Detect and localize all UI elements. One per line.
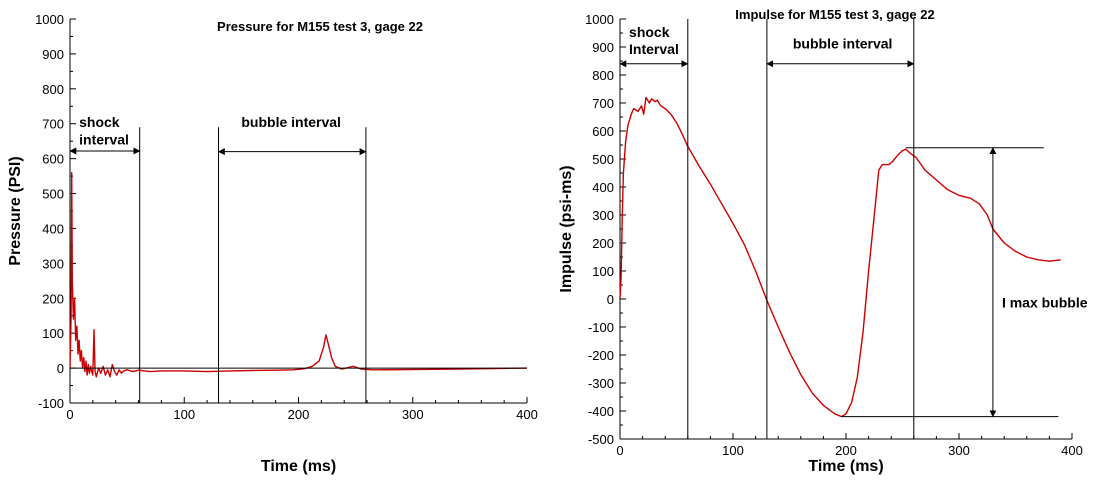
y-tick-label: -400	[588, 404, 614, 419]
y-tick-label: 100	[592, 264, 614, 279]
y-tick-label: 400	[592, 180, 614, 195]
x-tick-label: 100	[722, 443, 744, 458]
y-tick-label: 300	[592, 208, 614, 223]
chart-title: Impulse for M155 test 3, gage 22	[735, 7, 934, 22]
annotation-label: shock	[629, 24, 670, 40]
y-tick-label: 100	[42, 326, 64, 341]
y-tick-label: 900	[42, 47, 64, 62]
x-tick-label: 200	[835, 443, 857, 458]
annotation-label: shock	[79, 114, 120, 130]
y-tick-label: 700	[42, 117, 64, 132]
y-tick-label: 300	[42, 256, 64, 271]
y-tick-label: -200	[588, 348, 614, 363]
y-tick-label: 600	[42, 152, 64, 167]
chart-title: Pressure for M155 test 3, gage 22	[217, 19, 423, 34]
y-tick-label: 600	[592, 124, 614, 139]
y-axis-label: Impulse (psi-ms)	[558, 165, 575, 292]
y-tick-label: 900	[592, 40, 614, 55]
x-tick-label: 0	[616, 443, 623, 458]
x-axis-label: Time (ms)	[261, 458, 336, 475]
y-tick-label: -500	[588, 432, 614, 447]
x-tick-label: 0	[66, 407, 73, 422]
x-tick-label: 200	[288, 407, 310, 422]
y-tick-label: 0	[607, 292, 614, 307]
y-tick-label: 1000	[585, 12, 614, 27]
annotation-label: interval	[79, 132, 129, 148]
annotation-label: bubble interval	[241, 114, 341, 130]
y-tick-label: -300	[588, 376, 614, 391]
y-tick-label: 1000	[35, 12, 64, 27]
y-tick-label: 0	[57, 361, 64, 376]
y-tick-label: 700	[592, 96, 614, 111]
x-axis-label: Time (ms)	[808, 458, 883, 475]
impulse-chart: -500 -400 -300 -200 -100 0 100 200 300 400 500 600 7…	[558, 7, 1088, 475]
x-tick-label: 300	[948, 443, 970, 458]
y-tick-label: 800	[42, 82, 64, 97]
annotation-label: Interval	[629, 41, 679, 57]
data-series-0	[619, 96, 1061, 418]
x-tick-label: 100	[173, 407, 195, 422]
x-tick-label: 400	[1061, 443, 1083, 458]
y-tick-label: 400	[42, 221, 64, 236]
y-axis-label: Pressure (PSI)	[7, 156, 24, 265]
y-tick-label: 800	[592, 68, 614, 83]
annotation-label: I max bubble	[1002, 294, 1088, 310]
x-tick-label: 300	[402, 407, 424, 422]
y-tick-label: -100	[38, 396, 64, 411]
data-series-0	[69, 171, 528, 378]
annotation-label: bubble interval	[793, 35, 893, 51]
x-tick-label: 400	[516, 407, 538, 422]
y-tick-label: 200	[592, 236, 614, 251]
y-tick-label: 200	[42, 291, 64, 306]
y-tick-label: -100	[588, 320, 614, 335]
y-tick-label: 500	[42, 187, 64, 202]
y-tick-label: 500	[592, 152, 614, 167]
